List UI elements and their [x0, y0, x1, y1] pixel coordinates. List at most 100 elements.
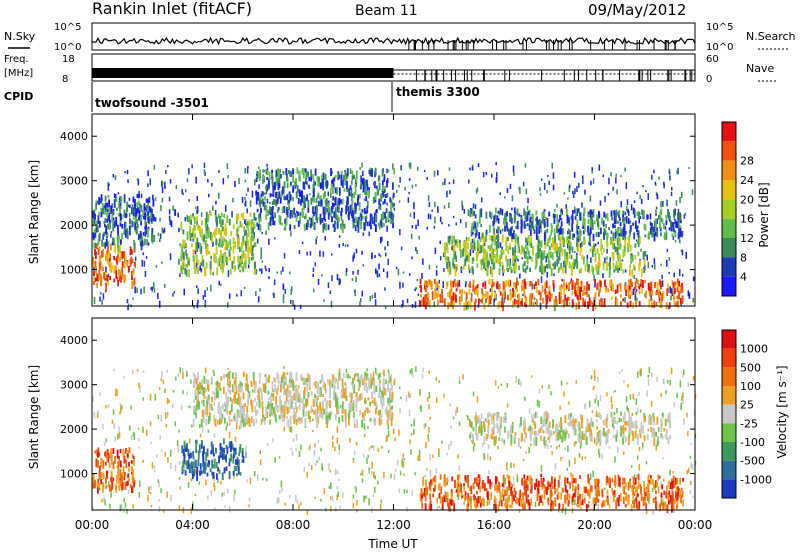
- data-cell: [115, 475, 118, 484]
- data-cell: [355, 397, 358, 404]
- data-cell: [108, 212, 111, 221]
- data-cell: [655, 301, 658, 307]
- data-cell: [192, 213, 194, 217]
- data-cell: [234, 241, 237, 249]
- data-cell: [254, 386, 256, 394]
- data-cell: [584, 264, 587, 272]
- data-cell: [484, 418, 487, 422]
- data-cell: [161, 371, 163, 378]
- data-cell: [94, 479, 96, 489]
- data-cell: [193, 259, 196, 269]
- data-cell: [229, 397, 232, 402]
- data-cell: [654, 263, 656, 270]
- data-cell: [259, 217, 262, 222]
- data-cell: [182, 390, 184, 395]
- data-cell: [386, 225, 388, 232]
- data-cell: [250, 226, 253, 235]
- data-cell: [346, 180, 348, 189]
- data-cell: [151, 240, 154, 244]
- data-cell: [250, 241, 252, 248]
- data-cell: [499, 258, 501, 267]
- data-cell: [402, 300, 404, 307]
- data-cell: [289, 271, 291, 275]
- data-cell: [272, 189, 275, 198]
- data-cell: [535, 223, 538, 229]
- data-cell: [286, 182, 289, 188]
- freq-tick-top: 18: [62, 54, 75, 65]
- data-cell: [513, 290, 516, 298]
- data-cell: [102, 489, 104, 493]
- data-cell: [190, 507, 193, 515]
- data-cell: [304, 203, 306, 208]
- data-cell: [668, 257, 671, 261]
- data-cell: [213, 482, 215, 487]
- data-cell: [580, 286, 583, 292]
- data-cell: [288, 206, 291, 211]
- data-cell: [635, 398, 638, 405]
- data-cell: [307, 221, 310, 228]
- data-cell: [94, 248, 96, 256]
- data-cell: [641, 209, 643, 215]
- data-cell: [160, 378, 162, 382]
- data-cell: [325, 405, 328, 413]
- data-cell: [600, 238, 603, 244]
- data-cell: [535, 218, 537, 222]
- data-cell: [679, 228, 682, 237]
- data-cell: [206, 245, 209, 255]
- data-cell: [435, 468, 438, 474]
- data-cell: [486, 266, 488, 275]
- data-cell: [283, 206, 286, 213]
- data-cell: [297, 220, 300, 227]
- data-cell: [191, 232, 193, 238]
- data-cell: [586, 291, 589, 297]
- data-cell: [131, 476, 134, 484]
- data-cell: [550, 223, 553, 228]
- data-cell: [443, 393, 445, 398]
- data-cell: [592, 267, 595, 275]
- data-cell: [219, 412, 222, 418]
- data-cell: [323, 408, 326, 415]
- data-cell: [661, 280, 664, 287]
- data-cell: [215, 238, 218, 246]
- data-cell: [691, 464, 694, 470]
- data-cell: [681, 282, 683, 287]
- data-cell: [593, 220, 596, 225]
- data-cell: [608, 226, 610, 231]
- data-cell: [113, 278, 116, 283]
- data-cell: [329, 290, 332, 294]
- data-cell: [487, 260, 489, 266]
- data-cell: [560, 380, 563, 386]
- data-cell: [342, 179, 344, 188]
- data-cell: [539, 248, 541, 252]
- data-cell: [325, 388, 327, 394]
- data-cell: [242, 240, 245, 246]
- data-cell: [106, 208, 109, 212]
- data-cell: [298, 417, 301, 425]
- data-cell: [524, 211, 527, 220]
- data-cell: [612, 186, 614, 191]
- data-cell: [577, 294, 579, 301]
- data-cell: [379, 203, 382, 209]
- data-cell: [121, 274, 124, 280]
- data-cell: [111, 203, 114, 209]
- data-cell: [602, 220, 605, 227]
- data-cell: [528, 250, 530, 256]
- data-cell: [571, 246, 574, 253]
- data-cell: [589, 400, 591, 408]
- data-cell: [427, 280, 430, 287]
- data-cell: [362, 177, 365, 185]
- data-cell: [461, 200, 463, 207]
- data-cell: [491, 173, 493, 178]
- data-cell: [144, 271, 147, 277]
- data-cell: [217, 213, 220, 219]
- data-cell: [136, 369, 139, 372]
- data-cell: [218, 455, 220, 464]
- data-cell: [360, 472, 362, 476]
- data-cell: [137, 200, 140, 205]
- data-cell: [354, 424, 356, 428]
- data-cell: [229, 246, 232, 251]
- data-cell: [649, 221, 652, 227]
- data-cell: [543, 232, 546, 241]
- data-cell: [428, 201, 431, 208]
- data-cell: [359, 194, 361, 199]
